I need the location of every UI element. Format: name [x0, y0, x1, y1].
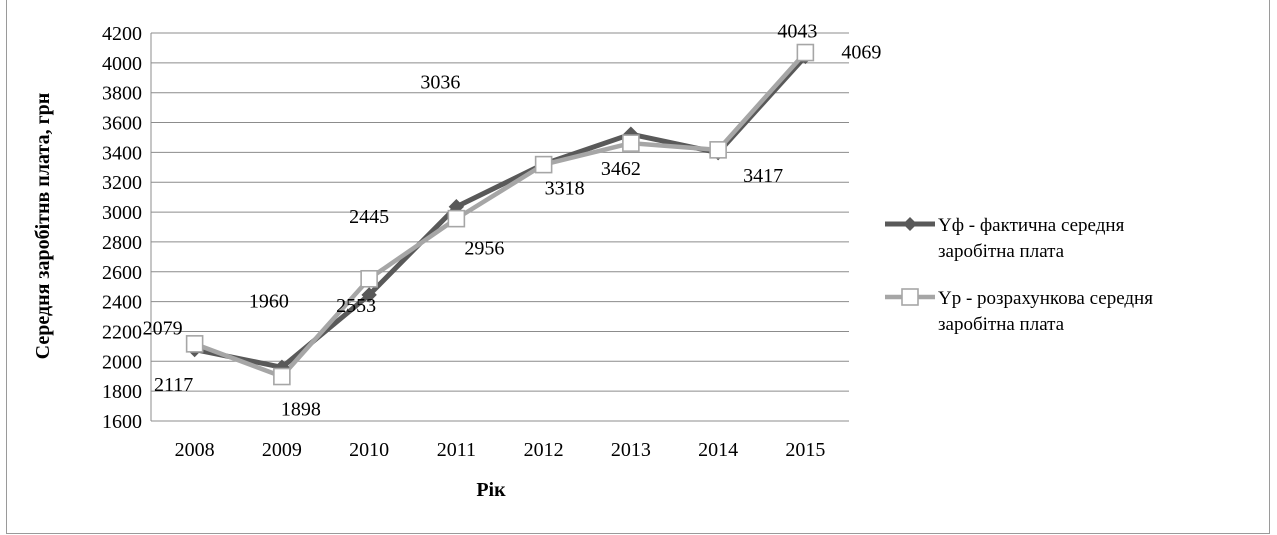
gridlines	[150, 32, 849, 422]
chart-frame: 1600 1800 2000 2200 2400 2600 2800 3000 3200 3400…	[6, 0, 1270, 534]
data-point-calc	[534, 155, 553, 174]
data-label: 1960	[249, 290, 289, 312]
data-label: 3462	[601, 158, 641, 180]
y-axis-ticks: 1600 1800 2000 2200 2400 2600 2800 3000 3200 3400…	[102, 23, 142, 433]
data-point-calc	[360, 269, 378, 288]
data-label: 3036	[420, 72, 460, 94]
legend-label: Yф - фактична середня	[938, 215, 1125, 236]
y-tick-label: 3400	[102, 142, 142, 164]
data-label: 3417	[743, 165, 783, 187]
data-label: 2079	[143, 318, 183, 340]
y-tick-label: 1800	[102, 381, 142, 403]
legend-label: заробітна плата	[938, 314, 1065, 335]
data-point-calc	[273, 367, 291, 386]
x-axis-ticks: 2008 2009 2010 2011 2012 2013 2014 2015	[175, 439, 826, 461]
data-point-calc	[709, 141, 727, 159]
legend-label: Yр - розрахункова середня	[938, 288, 1153, 309]
data-point-calc	[622, 134, 640, 152]
data-label: 1898	[281, 399, 321, 421]
data-labels: 2079196024453036332135223398404321171898…	[143, 20, 882, 421]
y-tick-label: 2600	[102, 262, 142, 284]
data-label: 2445	[349, 206, 389, 228]
data-point-calc	[796, 43, 815, 62]
y-tick-label: 2400	[102, 292, 142, 314]
x-tick-label: 2013	[611, 439, 651, 461]
x-tick-label: 2010	[349, 439, 389, 461]
data-point-fact	[361, 287, 377, 303]
x-tick-label: 2009	[262, 439, 302, 461]
legend-marker	[901, 288, 919, 306]
legend-label: заробітна плата	[938, 241, 1065, 262]
data-point-calc	[447, 209, 466, 228]
y-tick-label: 2200	[102, 321, 142, 343]
y-tick-label: 3200	[102, 172, 142, 194]
y-tick-label: 3600	[102, 113, 142, 135]
x-axis-title: Рік	[476, 479, 506, 501]
data-label: 4069	[841, 42, 881, 64]
x-tick-label: 2015	[785, 439, 825, 461]
y-tick-label: 3000	[102, 202, 142, 224]
y-tick-label: 2800	[102, 232, 142, 254]
y-tick-label: 4200	[102, 23, 142, 45]
series-line-1	[193, 51, 808, 379]
series-markers	[185, 43, 815, 386]
x-tick-label: 2008	[175, 439, 215, 461]
y-tick-label: 2000	[102, 351, 142, 373]
y-tick-label: 3800	[102, 83, 142, 105]
data-point-calc	[185, 335, 204, 353]
x-tick-label: 2011	[437, 439, 476, 461]
y-tick-label: 4000	[102, 53, 142, 75]
y-axis-title: Середня заробітнв плата, грн	[32, 93, 54, 360]
series-lines	[193, 51, 808, 379]
x-tick-label: 2012	[524, 439, 564, 461]
data-label: 2117	[154, 374, 193, 396]
y-tick-label: 1600	[102, 411, 142, 433]
data-label: 2553	[336, 295, 376, 317]
legend-marker	[903, 217, 917, 231]
data-label: 4043	[777, 20, 817, 42]
legend: Yф - фактична середня заробітна плата Yр -…	[885, 215, 1153, 335]
line-chart: 1600 1800 2000 2200 2400 2600 2800 3000 3200 3400…	[32, 20, 1153, 501]
data-label: 3318	[545, 178, 585, 200]
data-label: 2956	[464, 238, 504, 260]
x-tick-label: 2014	[698, 439, 738, 461]
